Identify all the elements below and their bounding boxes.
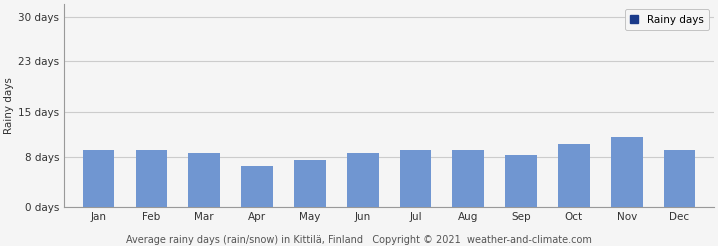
Text: Average rainy days (rain/snow) in Kittilä, Finland   Copyright © 2021  weather-a: Average rainy days (rain/snow) in Kittil… (126, 235, 592, 245)
Bar (136, 150, 167, 207)
Bar (452, 150, 484, 207)
Legend: Rainy days: Rainy days (625, 9, 709, 30)
Bar (558, 144, 589, 207)
Bar (611, 138, 643, 207)
Bar (241, 166, 273, 207)
Bar (294, 160, 326, 207)
Bar (400, 150, 432, 207)
Y-axis label: Rainy days: Rainy days (4, 77, 14, 134)
Bar (83, 150, 114, 207)
Bar (347, 153, 378, 207)
Bar (188, 153, 220, 207)
Bar (505, 154, 537, 207)
Bar (663, 150, 695, 207)
